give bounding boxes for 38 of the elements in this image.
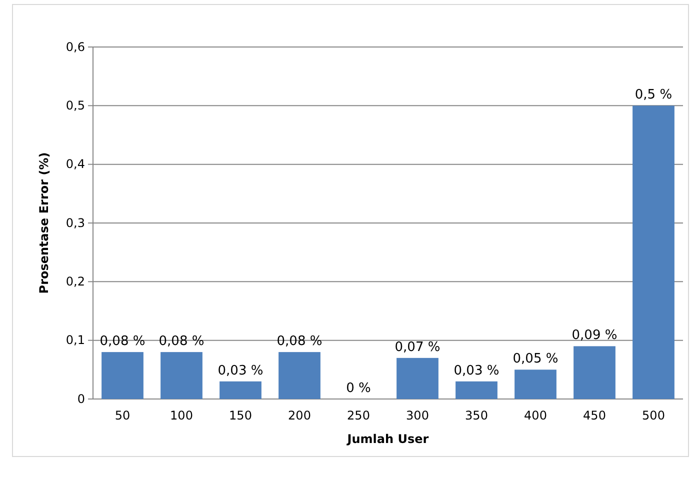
y-tick-label: 0,4 [66, 157, 85, 172]
y-tick-label: 0,6 [66, 40, 85, 54]
y-tick-label: 0,5 [66, 98, 85, 113]
x-tick-label: 250 [347, 408, 370, 423]
data-label: 0 % [346, 381, 371, 396]
x-tick-label: 450 [583, 408, 606, 423]
data-label: 0,05 % [512, 352, 558, 367]
data-label: 0,5 % [634, 88, 672, 103]
x-tick-label: 200 [288, 408, 311, 423]
y-tick-label: 0,1 [66, 333, 85, 348]
bar [102, 352, 144, 399]
x-tick-label: 150 [229, 408, 252, 423]
x-tick-label: 50 [114, 408, 130, 423]
x-axis-title: Jumlah User [346, 432, 429, 446]
data-label: 0,03 % [218, 363, 264, 378]
bar [396, 358, 438, 399]
data-label: 0,08 % [100, 334, 146, 350]
y-tick-label: 0,3 [66, 216, 85, 230]
bar [456, 381, 498, 399]
x-tick-label: 300 [406, 408, 429, 423]
y-axis-title: Prosentase Error (%) [37, 152, 51, 294]
y-tick-label: 0 [77, 392, 85, 406]
bar [514, 370, 556, 399]
bar [632, 106, 674, 399]
bar [160, 352, 202, 399]
bar [220, 381, 262, 399]
data-label: 0,08 % [158, 334, 204, 350]
x-tick-label: 100 [170, 408, 193, 423]
x-tick-label: 500 [642, 408, 665, 423]
x-tick-label: 350 [465, 408, 488, 423]
bar [574, 346, 616, 399]
data-label: 0,09 % [572, 328, 618, 344]
data-label: 0,07 % [394, 340, 440, 355]
data-label: 0,08 % [276, 334, 322, 350]
bar [278, 352, 320, 399]
y-tick-label: 0,2 [66, 274, 85, 289]
x-tick-label: 400 [524, 408, 547, 423]
data-label: 0,03 % [454, 363, 500, 378]
